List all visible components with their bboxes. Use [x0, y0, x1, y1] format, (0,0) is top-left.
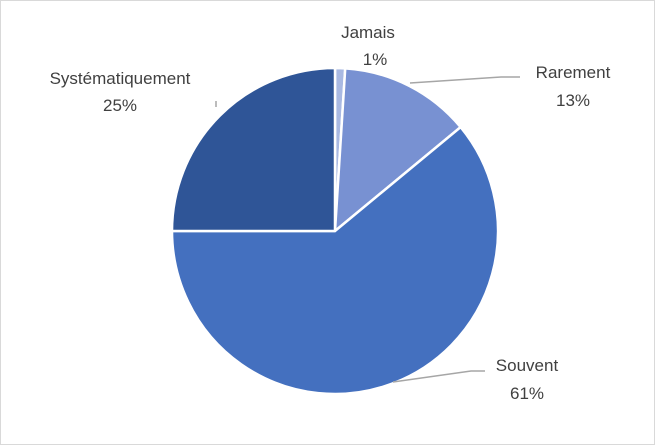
leader-line-souvent — [392, 370, 485, 383]
pie-slice-souvent — [170, 125, 500, 396]
data-label-rarement: Rarement 13% — [536, 63, 611, 110]
value-label-rarement: 13% — [556, 91, 590, 110]
category-label-rarement: Rarement — [536, 63, 611, 82]
category-label-souvent: Souvent — [496, 356, 559, 375]
data-label-jamais: Jamais 1% — [341, 23, 395, 69]
value-label-jamais: 1% — [363, 50, 388, 69]
category-label-systematiquement: Systématiquement — [50, 69, 191, 88]
leader-lines — [215, 76, 520, 383]
value-label-souvent: 61% — [510, 384, 544, 403]
category-label-jamais: Jamais — [341, 23, 395, 42]
pie-slice-systematiquement — [170, 66, 337, 233]
value-label-systematiquement: 25% — [103, 96, 137, 115]
pie-slice-rarement — [333, 67, 462, 233]
leader-line-rarement — [409, 76, 520, 84]
pie-slices — [170, 66, 500, 396]
data-label-souvent: Souvent 61% — [496, 356, 559, 403]
data-label-systematiquement: Systématiquement 25% — [50, 69, 191, 115]
